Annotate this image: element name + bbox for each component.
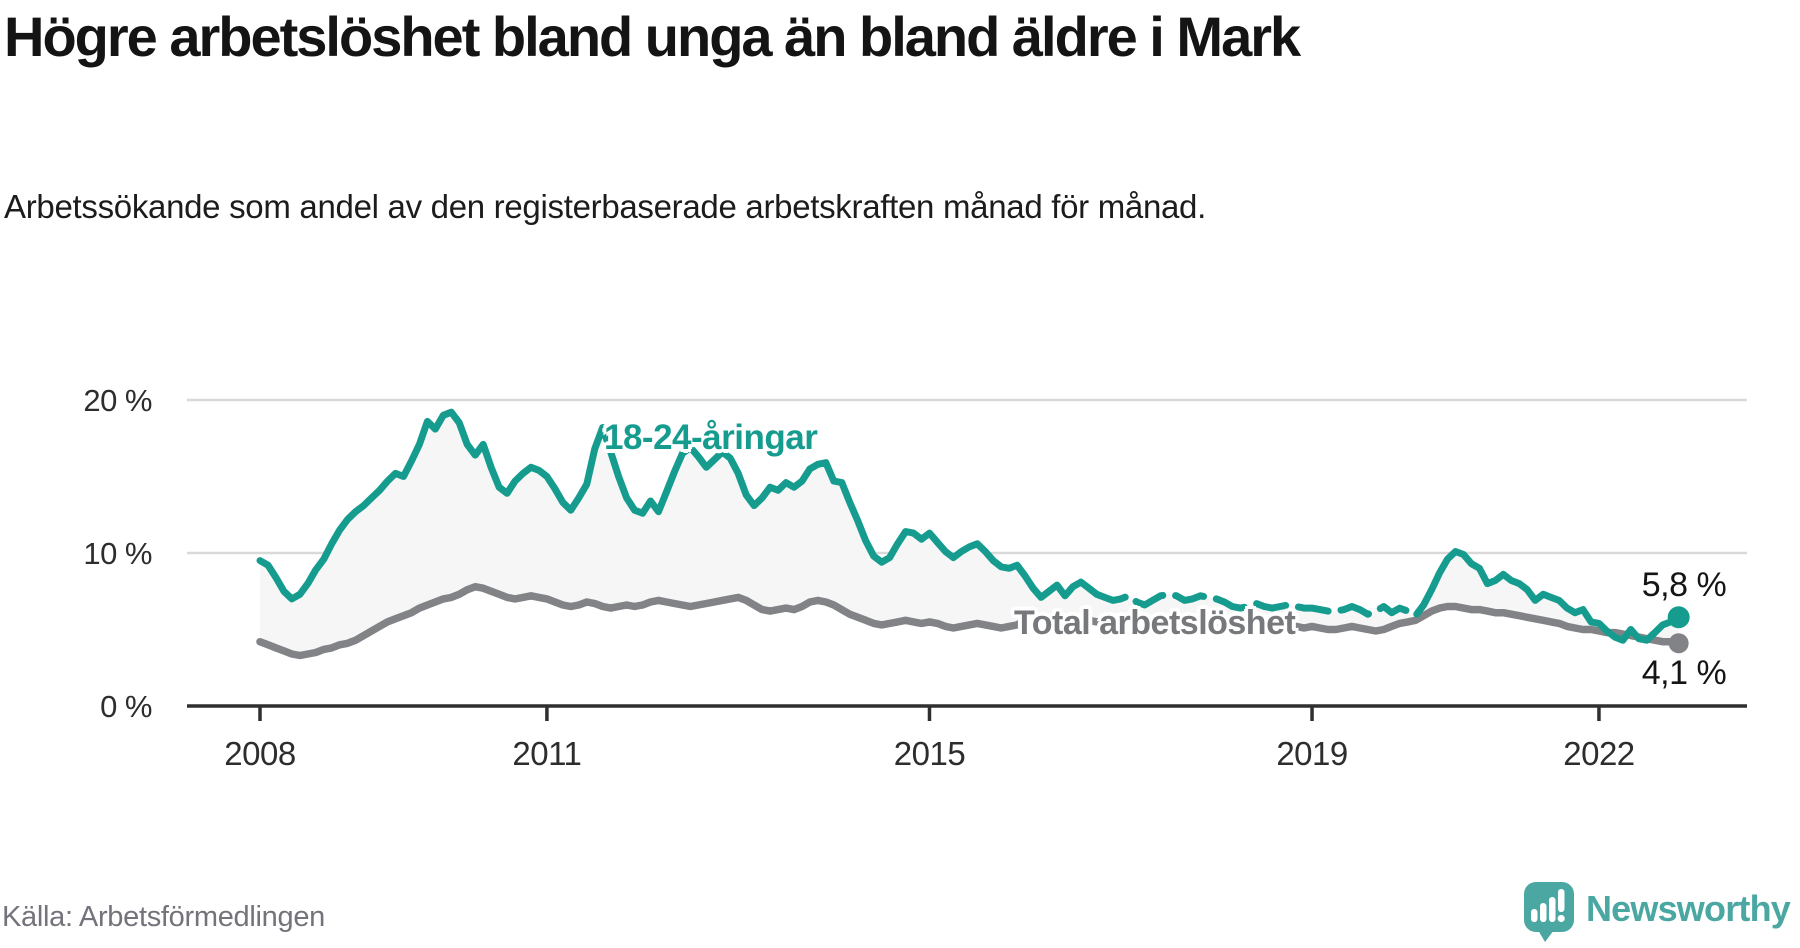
end-dots	[1667, 606, 1690, 654]
x-tick-label: 2015	[894, 735, 965, 772]
x-axis-labels: 2008 2011 2015 2019 2022	[224, 735, 1635, 772]
series-label-total: Total arbetslöshet	[1014, 604, 1296, 642]
y-axis-labels: 0 % 10 % 20 %	[83, 383, 152, 724]
y-tick-label: 0 %	[100, 689, 152, 724]
line-youth-dashed	[1093, 586, 1436, 620]
x-tick-label: 2019	[1276, 735, 1347, 772]
brand-lockup: Newsworthy	[1522, 878, 1791, 944]
end-dot-youth	[1667, 606, 1690, 629]
line-youth-solid	[1428, 548, 1683, 644]
end-value-label-youth: 5,8 %	[1641, 566, 1727, 604]
line-youth-solid	[256, 408, 1101, 603]
x-tick-label: 2008	[224, 735, 295, 772]
x-tick-label: 2011	[512, 735, 581, 772]
source-note: Källa: Arbetsförmedlingen	[2, 901, 325, 933]
y-tick-label: 20 %	[83, 383, 152, 418]
brand-name: Newsworthy	[1585, 888, 1791, 929]
line-total	[256, 582, 1683, 660]
x-axis	[187, 704, 1747, 721]
series-label-youth: 18-24-åringar	[604, 418, 818, 457]
end-value-label-total: 4,1 %	[1641, 654, 1727, 692]
chart-subtitle: Arbetssökande som andel av den registerb…	[4, 188, 1206, 225]
page-title: Högre arbetslöshet bland unga än bland ä…	[4, 5, 1301, 68]
newsworthy-logo-icon	[1523, 882, 1574, 942]
y-tick-label: 10 %	[83, 536, 152, 571]
x-tick-label: 2022	[1563, 735, 1634, 772]
data-lines	[256, 408, 1683, 660]
end-dot-total	[1668, 633, 1689, 654]
